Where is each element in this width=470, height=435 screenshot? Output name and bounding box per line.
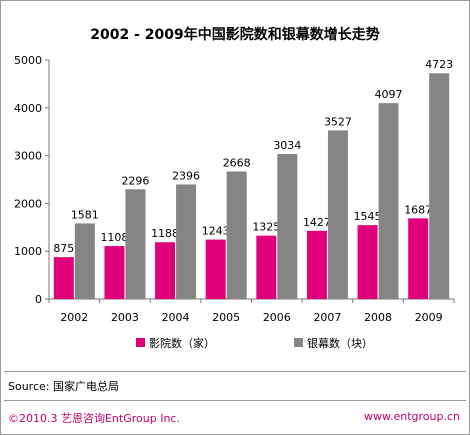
data-label: 1188 [151, 227, 179, 240]
y-tick-label: 1000 [14, 245, 42, 258]
data-label: 4723 [425, 58, 453, 71]
x-tick-label: 2004 [162, 311, 190, 324]
bar-screens-2007 [327, 130, 348, 299]
x-tick-label: 2002 [60, 311, 88, 324]
y-tick-label: 3000 [14, 150, 42, 163]
data-label: 2668 [223, 156, 251, 169]
data-label: 1427 [303, 216, 331, 229]
chart-title: 2002 - 2009年中国影院数和银幕数增长走势 [90, 27, 380, 43]
source-section: Source: 国家广电总局 [4, 371, 466, 396]
bar-cinemas-2002 [53, 257, 74, 299]
y-tick-label: 4000 [14, 102, 42, 115]
bar-cinemas-2005 [205, 239, 226, 299]
data-label: 1325 [252, 221, 280, 234]
bar-cinemas-2009 [408, 218, 429, 299]
legend-label-screens: 银幕数（块） [307, 336, 373, 350]
y-tick-label: 5000 [14, 54, 42, 67]
bar-screens-2003 [125, 189, 146, 299]
x-tick-label: 2008 [364, 311, 392, 324]
bar-screens-2008 [378, 103, 399, 300]
y-tick-label: 2000 [14, 197, 42, 210]
legend-swatch-cinemas [136, 338, 145, 347]
source-text: Source: 国家广电总局 [8, 380, 119, 393]
data-label: 1581 [71, 208, 99, 221]
x-tick-label: 2007 [313, 311, 341, 324]
legend-swatch-screens [294, 338, 303, 347]
bar-screens-2002 [74, 223, 95, 299]
bar-chart: 0 1000 2000 3000 4000 5000 875 1581 2002 1108 2296… [14, 54, 455, 350]
x-tick-label: 2006 [263, 311, 291, 324]
x-tick-label: 2003 [111, 311, 139, 324]
bar-screens-2004 [176, 184, 197, 299]
footer-copyright: ©2010.3 艺恩咨询EntGroup Inc. [8, 412, 180, 425]
y-tick-label: 0 [35, 293, 42, 306]
bar-cinemas-2003 [104, 246, 125, 299]
bar-screens-2006 [277, 153, 298, 299]
footer-website: www.entgroup.cn [364, 410, 460, 423]
data-label: 2296 [121, 174, 149, 187]
data-label: 3527 [324, 115, 352, 128]
data-label: 1545 [354, 210, 382, 223]
data-label: 4097 [375, 88, 403, 101]
bar-cinemas-2004 [155, 242, 176, 299]
bar-cinemas-2006 [256, 235, 277, 299]
bar-cinemas-2007 [306, 230, 327, 299]
bar-screens-2009 [429, 73, 450, 299]
data-label: 1108 [100, 231, 128, 244]
x-tick-label: 2005 [212, 311, 240, 324]
data-label: 3034 [273, 139, 301, 152]
bar-screens-2005 [226, 171, 247, 299]
footer: ©2010.3 艺恩咨询EntGroup Inc. www.entgroup.c… [4, 400, 466, 433]
data-label: 875 [53, 242, 74, 255]
chart-area: 2002 - 2009年中国影院数和银幕数增长走势 0 1000 2000 3000 4… [4, 4, 466, 366]
data-label: 1243 [202, 225, 230, 238]
data-label: 1687 [404, 203, 432, 216]
bar-cinemas-2008 [357, 225, 378, 299]
legend-label-cinemas: 影院数（家） [149, 336, 215, 350]
x-tick-label: 2009 [415, 311, 443, 324]
data-label: 2396 [172, 169, 200, 182]
